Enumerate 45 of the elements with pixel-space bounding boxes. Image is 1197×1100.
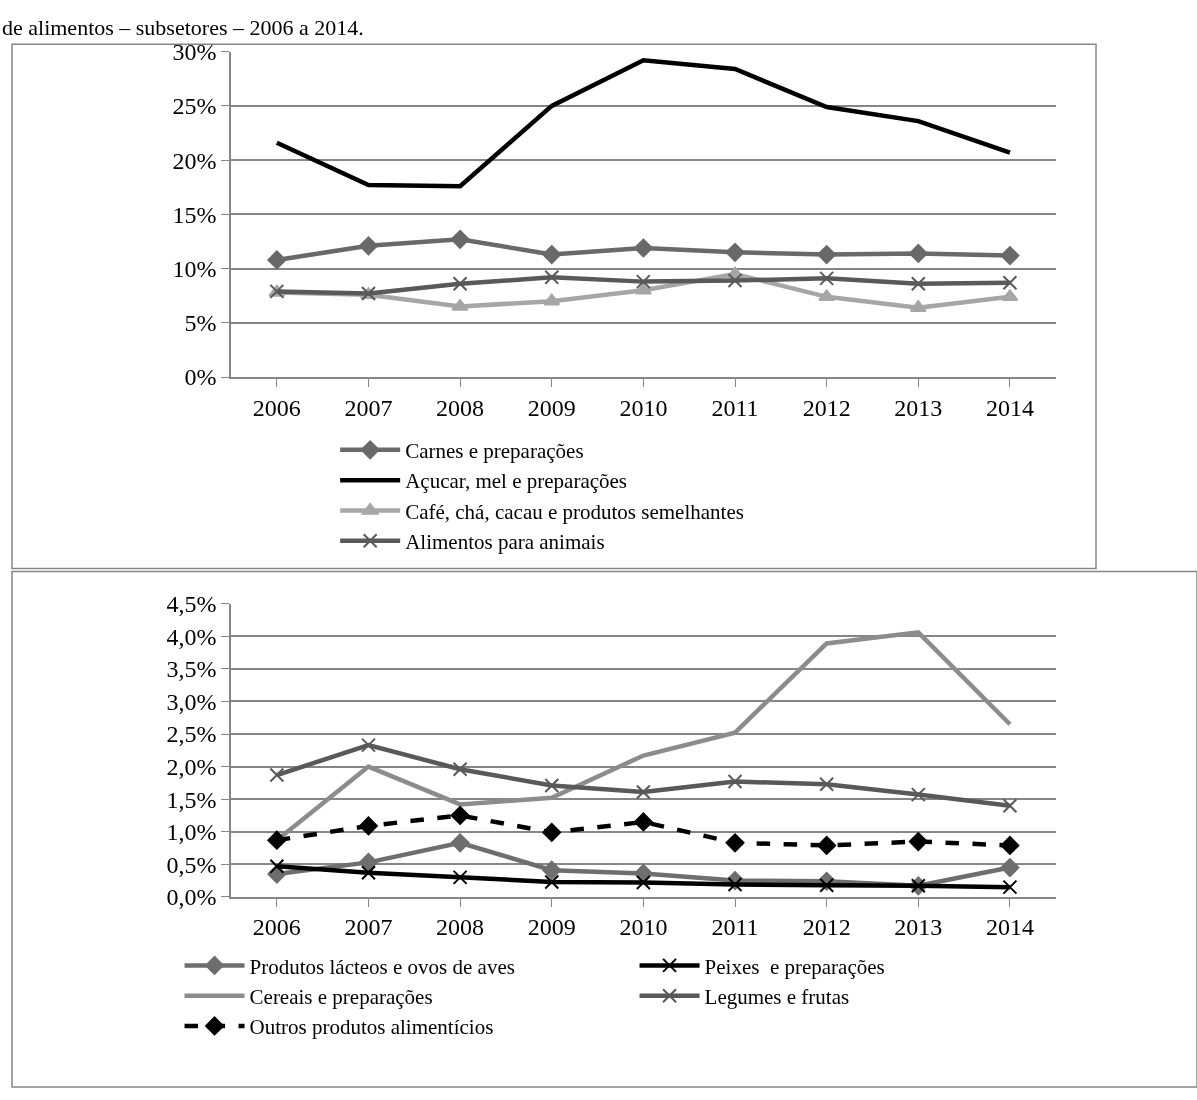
x-tick-label: 2013 xyxy=(894,394,943,421)
y-tick-label: 25% xyxy=(172,93,217,120)
y-tick-label: 2,5% xyxy=(166,721,217,748)
legend-label: Café, chá, cacau e produtos semelhantes xyxy=(405,499,744,524)
legend-label: Carnes e preparações xyxy=(405,439,584,464)
y-tick-label: 5% xyxy=(184,310,217,337)
legend-label: Peixes e preparações xyxy=(704,954,885,979)
x-tick-label: 2012 xyxy=(802,914,851,941)
x-tick-label: 2014 xyxy=(985,914,1034,941)
y-tick-label: 0,5% xyxy=(166,851,217,878)
x-tick-label: 2008 xyxy=(436,914,485,941)
legend-label: Legumes e frutas xyxy=(704,984,850,1009)
x-tick-label: 2011 xyxy=(711,914,759,941)
x-tick-label: 2013 xyxy=(894,914,943,941)
y-tick-label: 1,0% xyxy=(166,819,217,846)
x-tick-label: 2009 xyxy=(527,394,576,421)
y-tick-label: 20% xyxy=(172,147,217,174)
x-tick-label: 2010 xyxy=(619,394,668,421)
x-tick-label: 2011 xyxy=(711,394,759,421)
x-tick-label: 2009 xyxy=(527,914,576,941)
y-tick-label: 3,0% xyxy=(166,688,217,715)
y-tick-label: 1,5% xyxy=(166,786,217,813)
chart-title: de alimentos – subsetores – 2006 a 2014. xyxy=(2,15,364,40)
legend-label: Açucar, mel e preparações xyxy=(405,469,628,494)
legend-label: Produtos lácteos e ovos de aves xyxy=(249,954,515,979)
y-tick-label: 4,5% xyxy=(166,591,217,618)
x-tick-label: 2014 xyxy=(985,394,1034,421)
x-tick-label: 2006 xyxy=(252,394,301,421)
y-tick-label: 4,0% xyxy=(166,623,217,650)
legend-label: Cereais e preparações xyxy=(249,984,433,1009)
x-tick-label: 2008 xyxy=(436,394,485,421)
y-tick-label: 2,0% xyxy=(166,753,217,780)
x-tick-label: 2006 xyxy=(252,914,301,941)
x-tick-label: 2007 xyxy=(344,394,393,421)
y-tick-label: 3,5% xyxy=(166,656,217,683)
legend-label: Outros produtos alimentícios xyxy=(249,1015,494,1040)
x-tick-label: 2012 xyxy=(802,394,851,421)
y-tick-label: 0% xyxy=(184,364,217,391)
x-tick-label: 2007 xyxy=(344,914,393,941)
y-tick-label: 0,0% xyxy=(166,884,217,911)
y-tick-label: 15% xyxy=(172,201,217,228)
y-tick-label: 10% xyxy=(172,256,217,283)
y-tick-label: 30% xyxy=(172,39,217,66)
x-tick-label: 2010 xyxy=(619,914,668,941)
legend-label: Alimentos para animais xyxy=(405,529,605,554)
